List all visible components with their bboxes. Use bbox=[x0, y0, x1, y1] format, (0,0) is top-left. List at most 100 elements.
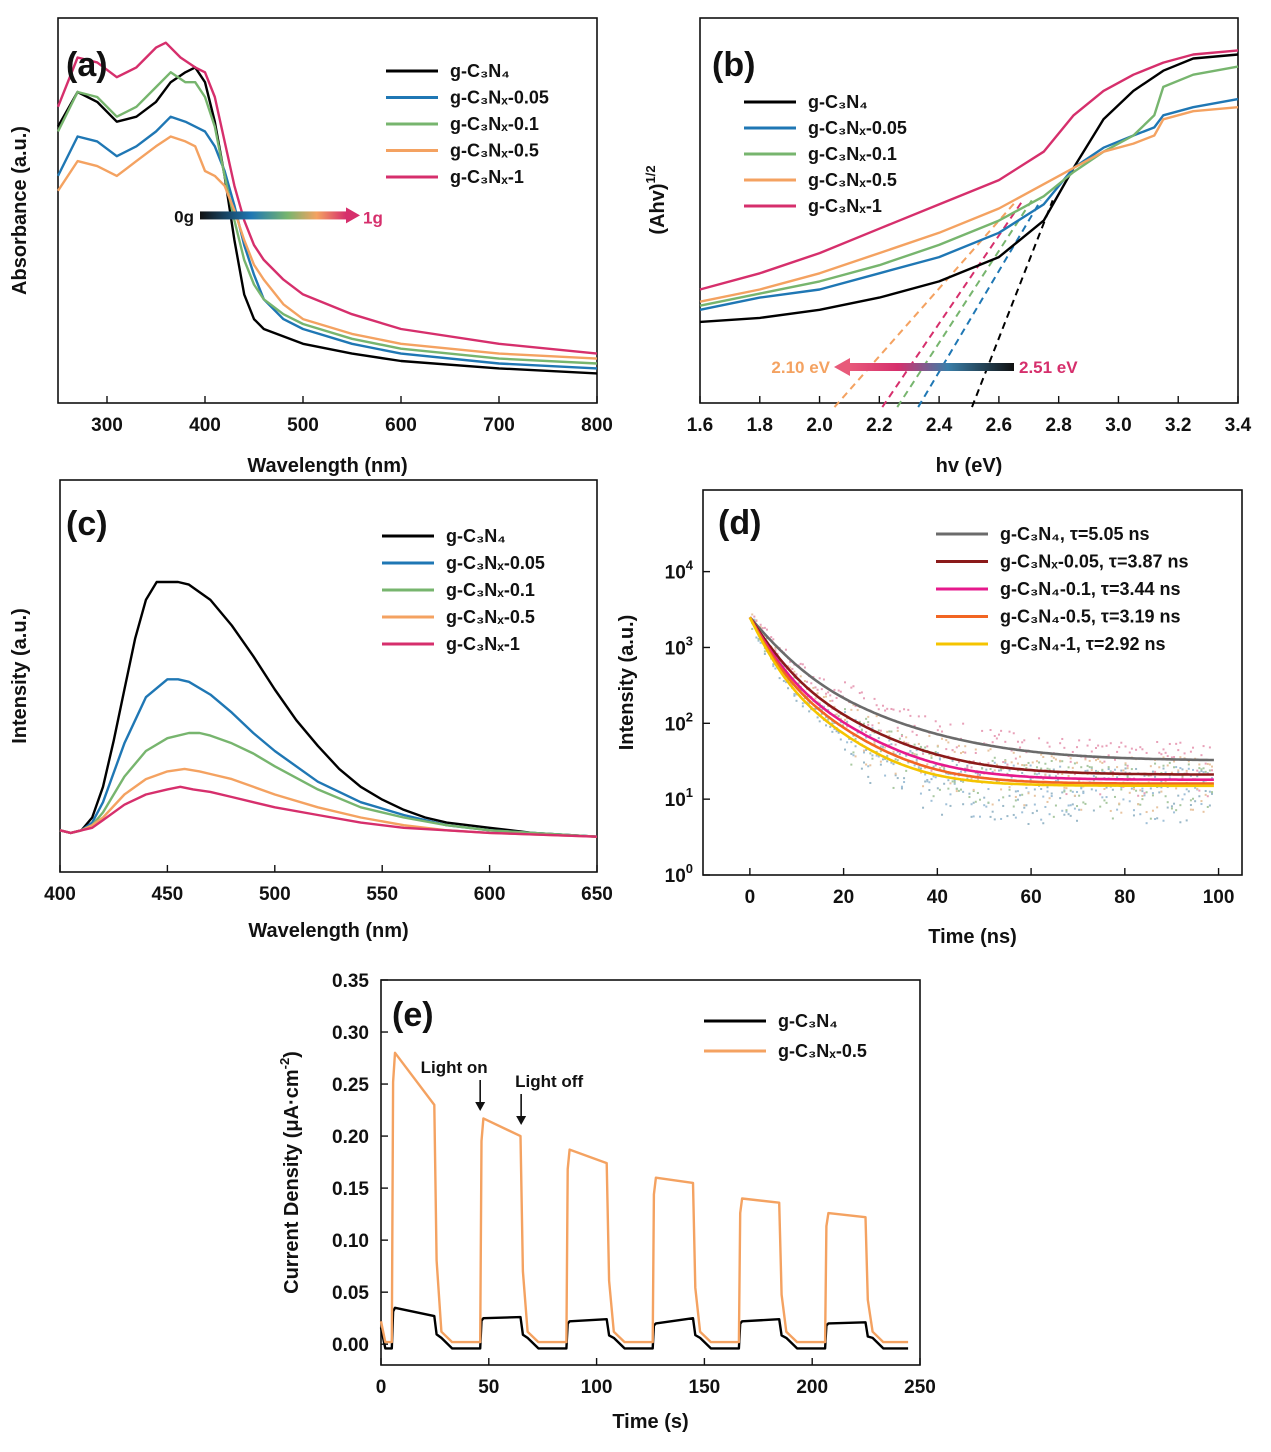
panel-c-xtick-label: 450 bbox=[152, 884, 184, 905]
panel-d-data-point bbox=[1054, 779, 1057, 782]
panel-d-data-point bbox=[917, 766, 920, 769]
panel-d-data-point bbox=[970, 815, 973, 818]
panel-e-ytick-label: 0.05 bbox=[332, 1283, 369, 1304]
panel-d-data-point bbox=[957, 744, 960, 747]
panel-d-data-point bbox=[1073, 773, 1076, 776]
panel-d-data-point bbox=[955, 746, 958, 749]
panel-d-ytick-label: 104 bbox=[665, 558, 694, 584]
panel-d-data-point bbox=[978, 773, 981, 776]
panel-d-data-point bbox=[1202, 780, 1205, 783]
panel-d-data-point bbox=[985, 805, 988, 808]
panel-c: 400 450 500 550 600 650 (c) Wavelength (nm) Inte… bbox=[9, 479, 613, 942]
panel-d-data-point bbox=[1069, 789, 1072, 792]
panel-d-data-point bbox=[1173, 756, 1176, 759]
panel-d-data-point bbox=[1069, 757, 1072, 760]
panel-d-data-point bbox=[1122, 798, 1125, 801]
panel-d-data-point bbox=[966, 777, 969, 780]
panel-d-data-point bbox=[972, 760, 975, 763]
panel-d-data-point bbox=[846, 741, 849, 744]
panel-d-data-point bbox=[991, 741, 994, 744]
panel-d-data-point bbox=[877, 708, 880, 711]
panel-d-data-point bbox=[1164, 771, 1167, 774]
panel-d-data-point bbox=[759, 625, 762, 628]
panel-d-data-point bbox=[1141, 748, 1144, 751]
panel-d-data-point bbox=[934, 720, 937, 723]
panel-d-xtick-label: 80 bbox=[1114, 887, 1135, 908]
panel-d-data-point bbox=[981, 729, 984, 732]
panel-d-data-point bbox=[896, 729, 899, 732]
panel-e-label: (e) bbox=[392, 996, 434, 1034]
panel-d-data-point bbox=[865, 736, 868, 739]
panel-b-xtick-label: 2.6 bbox=[986, 415, 1012, 436]
panel-d-data-point bbox=[852, 751, 855, 754]
panel-d-data-point bbox=[915, 734, 918, 737]
panel-d-data-point bbox=[945, 772, 948, 775]
panel-d-data-point bbox=[922, 752, 925, 755]
panel-d-xtick-label: 100 bbox=[1203, 887, 1235, 908]
panel-d-data-point bbox=[1080, 766, 1083, 769]
panel-d-data-point bbox=[947, 787, 950, 790]
panel-d-data-point bbox=[875, 754, 878, 757]
panel-d-data-point bbox=[850, 752, 853, 755]
panel-d-data-point bbox=[1046, 790, 1049, 793]
panel-d-data-point bbox=[932, 765, 935, 768]
panel-d-data-point bbox=[1019, 746, 1022, 749]
panel-a-xtick-label: 700 bbox=[483, 415, 515, 436]
panel-d-data-point bbox=[1002, 804, 1005, 807]
panel-d-data-point bbox=[1200, 769, 1203, 772]
panel-d-data-point bbox=[1029, 778, 1032, 781]
panel-d-data-point bbox=[936, 744, 939, 747]
panel-d-data-point bbox=[795, 699, 798, 702]
panel-d-data-point bbox=[962, 722, 965, 725]
panel-d-data-point bbox=[1211, 765, 1214, 768]
panel-d-data-point bbox=[1139, 746, 1142, 749]
panel-d-data-point bbox=[1031, 761, 1034, 764]
panel-d-data-point bbox=[831, 699, 834, 702]
panel-d-data-point bbox=[784, 648, 787, 651]
panel-d-data-point bbox=[1208, 790, 1211, 793]
panel-d-data-point bbox=[852, 685, 855, 688]
panel-d-data-point bbox=[1156, 817, 1159, 820]
panel-d-data-point bbox=[943, 767, 946, 770]
panel-d-data-point bbox=[900, 733, 903, 736]
panel-d-data-point bbox=[1065, 787, 1068, 790]
panel-c-series-line bbox=[59, 767, 598, 838]
panel-d-data-point bbox=[818, 677, 821, 680]
panel-d-data-point bbox=[867, 721, 870, 724]
panel-d-data-point bbox=[917, 742, 920, 745]
panel-d-fit-line bbox=[748, 616, 1214, 776]
panel-d-data-point bbox=[865, 763, 868, 766]
panel-d-data-point bbox=[953, 782, 956, 785]
panel-d-data-point bbox=[928, 789, 931, 792]
panel-d-data-point bbox=[1173, 811, 1176, 814]
panel-d-data-point bbox=[1027, 761, 1030, 764]
panel-d-data-point bbox=[987, 788, 990, 791]
panel-d-data-point bbox=[1033, 788, 1036, 791]
panel-c-legend-label: g-C₃Nₓ-0.5 bbox=[446, 607, 535, 627]
panel-d-data-point bbox=[947, 741, 950, 744]
panel-d-data-point bbox=[1158, 791, 1161, 794]
panel-d-data-point bbox=[1061, 760, 1064, 763]
panel-d-data-point bbox=[888, 739, 891, 742]
panel-d-data-point bbox=[1080, 786, 1083, 789]
panel-d-data-point bbox=[1073, 794, 1076, 797]
panel-d-data-point bbox=[995, 780, 998, 783]
panel-d-data-point bbox=[903, 781, 906, 784]
panel-d-data-point bbox=[1086, 744, 1089, 747]
panel-d-data-point bbox=[1067, 774, 1070, 777]
panel-d-data-point bbox=[852, 734, 855, 737]
panel-d-data-point bbox=[1198, 763, 1201, 766]
panel-a-xtick-label: 300 bbox=[91, 415, 123, 436]
panel-d-data-point bbox=[907, 708, 910, 711]
panel-d-data-point bbox=[810, 682, 813, 685]
panel-d-data-point bbox=[1183, 793, 1186, 796]
panel-d-data-point bbox=[896, 777, 899, 780]
panel-d-data-point bbox=[1095, 776, 1098, 779]
panel-d-data-point bbox=[820, 712, 823, 715]
panel-d-data-point bbox=[964, 751, 967, 754]
panel-d-data-point bbox=[953, 774, 956, 777]
panel-d-data-point bbox=[884, 709, 887, 712]
panel-d-data-point bbox=[989, 748, 992, 751]
panel-d-data-point bbox=[757, 639, 760, 642]
